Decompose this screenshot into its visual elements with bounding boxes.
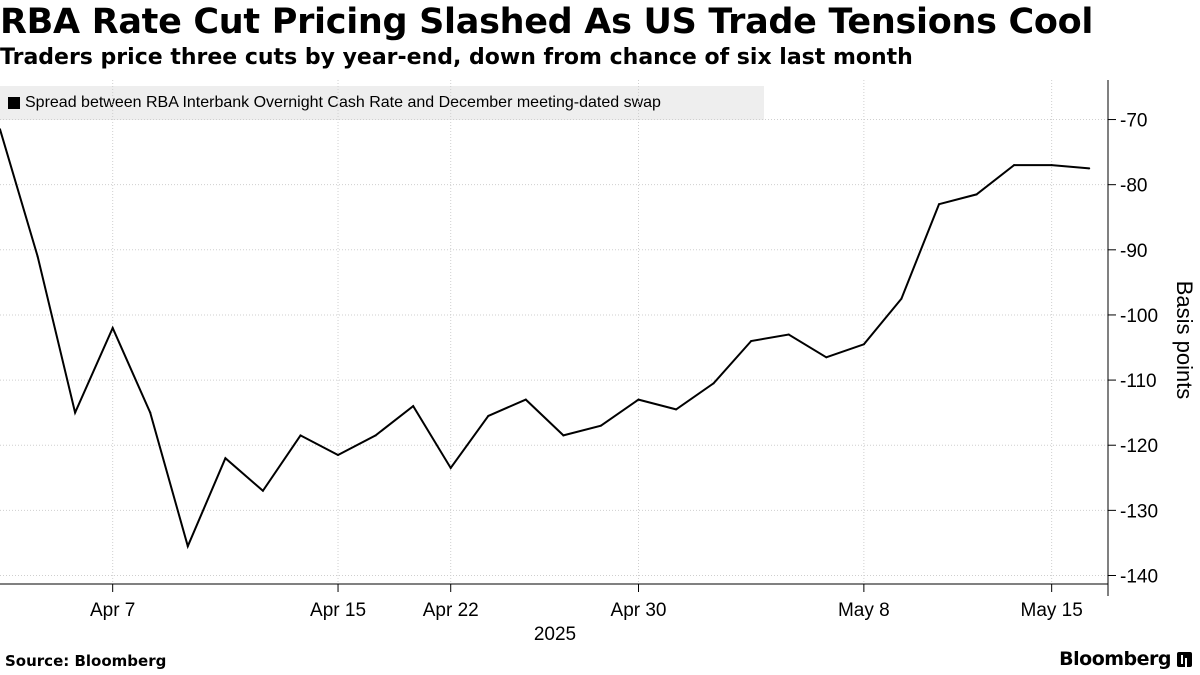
data-point [637,398,640,401]
data-point [374,434,377,437]
data-point [1013,164,1016,167]
x-axis-year-label: 2025 [534,624,576,640]
data-point [149,411,152,414]
data-point [825,356,828,359]
y-tick-label: -110 [1120,371,1157,392]
x-tick-label: Apr 7 [90,600,135,621]
data-point [1050,164,1053,167]
y-tick-label: -140 [1120,566,1158,587]
data-point [712,382,715,385]
legend-label: Spread between RBA Interbank Overnight C… [25,94,661,111]
x-tick-label: Apr 15 [310,600,366,621]
data-point [975,193,978,196]
y-tick-label: -120 [1120,436,1158,457]
x-tick-label: May 8 [838,600,890,621]
series-line-0 [0,129,1090,550]
data-point [36,255,39,258]
data-point [186,545,189,548]
y-axis-title: Basis points [1172,281,1197,400]
data-point [74,411,77,414]
axes: -70 -80 -90 -100 -110 -120 -130 -140 Apr 7 Apr 15… [0,80,1158,621]
gridlines [0,80,1108,582]
data-point [337,453,340,456]
data-point [412,405,415,408]
data-point [449,467,452,470]
data-point [937,203,940,206]
data-point [1088,167,1091,170]
data-point [599,424,602,427]
data-point [487,414,490,417]
bloomberg-terminal-icon [1177,651,1192,667]
data-point [900,297,903,300]
data-point [675,408,678,411]
y-tick-label: -70 [1120,111,1147,132]
data-point [562,434,565,437]
y-tick-label: -100 [1120,306,1158,327]
y-tick-label: -90 [1120,241,1147,262]
chart-subtitle: Traders price three cuts by year-end, do… [0,45,913,70]
legend: Spread between RBA Interbank Overnight C… [0,86,764,120]
chart-title: RBA Rate Cut Pricing Slashed As US Trade… [0,2,1094,42]
data-point [862,343,865,346]
y-tick-label: -130 [1120,501,1158,522]
legend-swatch [8,97,20,109]
data-point [524,398,527,401]
source-note: Source: Bloomberg [5,652,167,670]
x-tick-label: Apr 22 [423,600,479,621]
data-point [261,489,264,492]
y-tick-label: -80 [1120,176,1147,197]
x-tick-label: May 15 [1021,600,1083,621]
data-point [750,340,753,342]
x-tick-label: Apr 30 [611,600,667,621]
data-point [299,434,302,437]
line-chart: -70 -80 -90 -100 -110 -120 -130 -140 Apr 7 Apr 15… [0,80,1197,640]
data-point [111,326,114,329]
bloomberg-logo: Bloomberg [1059,648,1192,670]
data-point [0,128,1,131]
data-point [224,457,227,460]
data-point [787,333,790,336]
brand-name: Bloomberg [1059,648,1171,670]
series-layer [0,128,1091,550]
